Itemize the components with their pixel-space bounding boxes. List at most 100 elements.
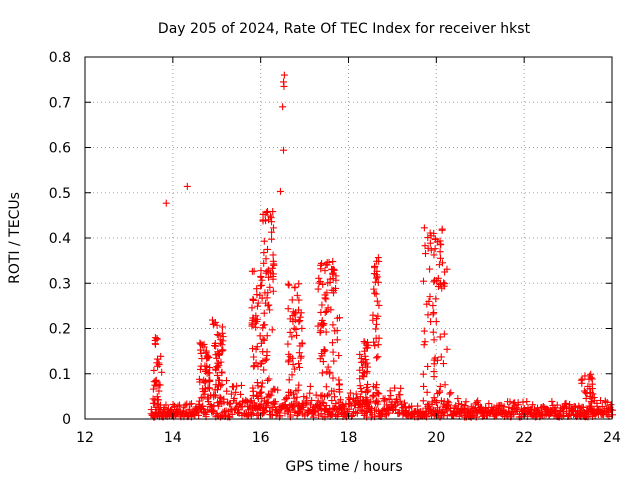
data-point xyxy=(203,355,211,363)
data-point xyxy=(237,381,245,389)
data-point xyxy=(195,397,203,405)
data-point xyxy=(295,318,303,326)
data-point xyxy=(268,411,276,419)
data-point xyxy=(439,360,447,368)
data-point xyxy=(320,348,328,356)
data-point xyxy=(431,397,439,405)
data-point xyxy=(316,278,324,286)
data-point xyxy=(361,398,369,406)
data-point xyxy=(206,377,214,385)
data-point xyxy=(352,390,360,398)
data-point xyxy=(214,363,222,371)
data-point xyxy=(348,411,356,419)
data-point xyxy=(505,403,513,411)
data-point xyxy=(375,301,383,309)
data-point xyxy=(257,273,265,281)
data-point xyxy=(248,322,256,330)
data-point xyxy=(443,345,451,353)
data-point xyxy=(219,333,227,341)
data-point xyxy=(303,399,311,407)
data-point xyxy=(437,353,445,361)
data-point xyxy=(304,408,312,416)
data-point xyxy=(181,401,189,409)
data-point-outlier xyxy=(280,71,288,79)
data-point xyxy=(212,342,220,350)
data-point xyxy=(202,349,210,357)
data-point xyxy=(260,249,268,257)
data-point xyxy=(158,368,166,376)
data-point xyxy=(360,347,368,355)
data-point-outlier xyxy=(276,187,284,195)
data-point xyxy=(329,321,337,329)
data-point xyxy=(269,208,277,216)
data-point xyxy=(373,381,381,389)
data-point xyxy=(323,307,331,315)
data-point xyxy=(253,343,261,351)
data-point xyxy=(295,402,303,410)
data-point xyxy=(419,397,427,405)
data-point xyxy=(329,374,337,382)
grid-lines xyxy=(85,57,612,419)
data-point xyxy=(603,398,611,406)
data-point xyxy=(222,377,230,385)
data-point xyxy=(441,381,449,389)
data-point xyxy=(260,336,268,344)
data-point xyxy=(322,328,330,336)
data-point xyxy=(152,376,160,384)
data-point xyxy=(414,402,422,410)
data-point xyxy=(330,289,338,297)
data-point xyxy=(329,258,337,266)
data-point xyxy=(295,360,303,368)
data-point xyxy=(153,382,161,390)
data-point xyxy=(375,334,383,342)
data-point xyxy=(290,324,298,332)
data-point xyxy=(292,325,300,333)
data-point xyxy=(314,322,322,330)
data-point xyxy=(363,369,371,377)
x-axis-label: GPS time / hours xyxy=(285,459,402,475)
data-point xyxy=(209,408,217,416)
data-point xyxy=(285,281,293,289)
data-point xyxy=(231,405,239,413)
data-point xyxy=(566,401,574,409)
data-point xyxy=(344,410,352,418)
data-point xyxy=(284,305,292,313)
data-point xyxy=(218,323,226,331)
y-tick-label: 0.7 xyxy=(49,95,71,111)
data-point xyxy=(249,345,257,353)
data-point xyxy=(432,295,440,303)
y-tick-label: 0.5 xyxy=(49,186,71,202)
data-point xyxy=(196,339,204,347)
data-point xyxy=(306,389,314,397)
data-point xyxy=(213,331,221,339)
data-point xyxy=(356,382,364,390)
data-point xyxy=(230,383,238,391)
data-point xyxy=(357,355,365,363)
data-point xyxy=(360,338,368,346)
data-point xyxy=(372,290,380,298)
data-point xyxy=(265,375,273,383)
data-point xyxy=(195,400,203,408)
data-point xyxy=(254,403,262,411)
data-point xyxy=(327,306,335,314)
data-point xyxy=(426,239,434,247)
data-point xyxy=(284,358,292,366)
data-point xyxy=(335,352,343,360)
data-point xyxy=(261,321,269,329)
data-point xyxy=(328,339,336,347)
data-point xyxy=(332,400,340,408)
data-point xyxy=(334,411,342,419)
data-point xyxy=(211,342,219,350)
data-point xyxy=(396,397,404,405)
data-point xyxy=(218,380,226,388)
data-point xyxy=(210,393,218,401)
data-point xyxy=(253,379,261,387)
data-point xyxy=(424,311,432,319)
y-tick-label: 0.3 xyxy=(49,276,71,292)
data-point xyxy=(356,401,364,409)
data-point xyxy=(262,255,270,263)
data-point xyxy=(346,389,354,397)
data-point xyxy=(205,384,213,392)
data-point xyxy=(270,224,278,232)
data-point xyxy=(440,400,448,408)
